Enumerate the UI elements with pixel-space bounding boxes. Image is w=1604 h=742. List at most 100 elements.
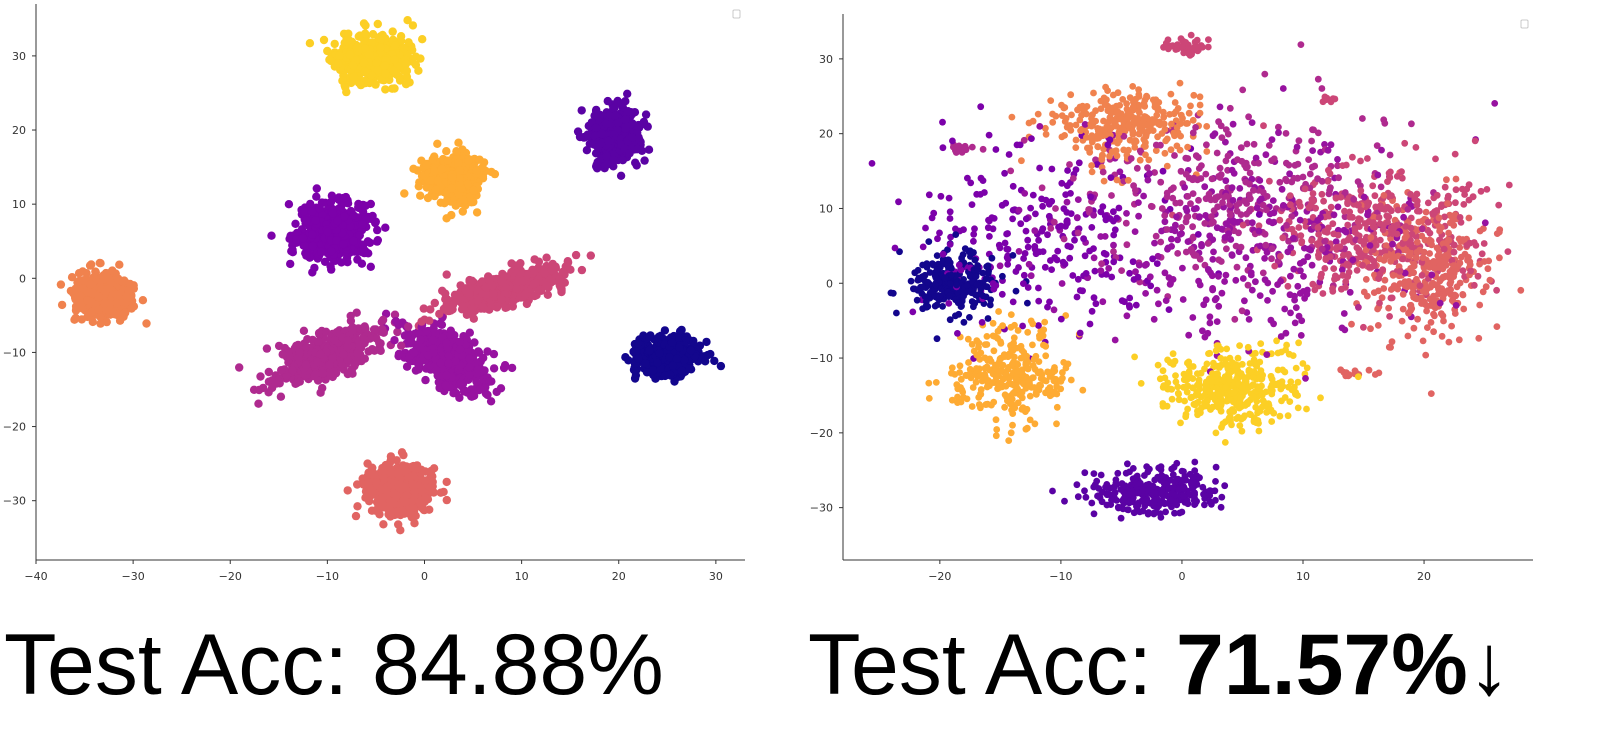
scatter-point — [701, 357, 710, 366]
scatter-point — [377, 75, 386, 84]
scatter-point — [286, 259, 295, 269]
scatter-point — [455, 173, 464, 182]
scatter-point — [1007, 429, 1015, 437]
y-tick-label: −20 — [810, 427, 833, 440]
scatter-point — [383, 462, 392, 471]
scatter-point — [1150, 315, 1158, 323]
scatter-point — [1133, 164, 1141, 172]
scatter-point — [410, 519, 419, 528]
scatter-point — [512, 284, 521, 293]
scatter-point — [56, 280, 66, 289]
scatter-point — [372, 237, 382, 246]
scatter-point — [577, 106, 586, 115]
scatter-point — [380, 61, 389, 70]
scatter-point — [530, 255, 539, 264]
scatter-point — [417, 486, 427, 496]
x-tick-label: −20 — [928, 570, 951, 583]
scatter-point — [468, 390, 478, 400]
scatter-point — [992, 432, 1000, 440]
scatter-point — [450, 290, 460, 299]
scatter-point — [74, 269, 84, 278]
scatter-point — [1090, 89, 1097, 97]
scatter-point — [317, 247, 326, 257]
scatter-point — [925, 395, 933, 402]
scatter-point — [96, 319, 105, 328]
scatter-point — [345, 50, 355, 59]
scatter-point — [390, 499, 399, 509]
y-tick-label: −10 — [810, 352, 833, 365]
scatter-point — [444, 352, 453, 361]
scatter-point — [521, 290, 530, 299]
scatter-point — [306, 199, 315, 209]
scatter-point — [375, 338, 384, 347]
scatter-point — [326, 197, 336, 207]
scatter-point — [321, 327, 331, 336]
scatter-point — [442, 214, 451, 223]
scatter-point — [95, 258, 105, 268]
scatter-point — [547, 265, 557, 275]
scatter-point — [295, 377, 304, 386]
scatter-point — [388, 27, 397, 36]
scatter-point — [291, 219, 300, 228]
scatter-point — [359, 58, 369, 68]
scatter-point — [442, 495, 451, 505]
scatter-point — [508, 297, 517, 307]
scatter-point — [523, 270, 532, 279]
scatter-point — [542, 281, 551, 290]
scatter-point — [312, 192, 321, 201]
scatter-point — [328, 209, 338, 218]
scatter-point — [271, 379, 281, 388]
scatter-point — [348, 325, 357, 335]
y-tick-label: 0 — [826, 277, 833, 290]
scatter-point — [325, 369, 335, 378]
scatter-point — [76, 300, 86, 309]
scatter-point — [644, 145, 654, 154]
scatter-point — [634, 133, 643, 142]
scatter-point — [313, 357, 322, 367]
scatter-point — [349, 236, 358, 246]
scatter-point — [677, 366, 686, 375]
scatter-point — [375, 510, 384, 519]
scatter-point — [1172, 221, 1179, 229]
scatter-point — [401, 482, 410, 491]
scatter-point — [486, 397, 496, 406]
scatter-point — [530, 291, 539, 301]
scatter-point — [393, 327, 402, 337]
scatter-point — [334, 59, 343, 68]
scatter-point — [390, 55, 399, 65]
scatter-point — [621, 97, 630, 106]
scatter-point — [618, 156, 627, 165]
scatter-point — [456, 378, 466, 387]
scatter-point — [343, 336, 353, 345]
scatter-point — [1067, 91, 1075, 99]
scatter-point — [1318, 190, 1326, 198]
scatter-point — [463, 179, 472, 189]
scatter-point — [483, 347, 492, 356]
scatter-point — [1141, 472, 1148, 479]
scatter-point — [621, 121, 631, 131]
scatter-point — [472, 166, 481, 175]
scatter-point — [142, 319, 151, 328]
scatter-point — [1273, 337, 1280, 345]
scatter-point — [634, 354, 643, 363]
tsne-plot-right: −20 −10 0 10 20 −30 −20 −10 0 10 20 30 — [805, 0, 1565, 600]
scatter-point — [446, 330, 455, 339]
scatter-point — [86, 288, 95, 297]
scatter-point — [394, 349, 404, 359]
scatter-point — [367, 463, 377, 472]
scatter-point — [379, 328, 388, 337]
scatter-point — [308, 241, 318, 251]
scatter-point — [1046, 298, 1053, 306]
y-tick-label: 10 — [12, 198, 26, 211]
scatter-point — [430, 166, 439, 176]
scatter-point — [267, 231, 276, 240]
y-tick-label: −30 — [3, 495, 26, 508]
scatter-point — [1410, 324, 1418, 332]
scatter-point — [455, 345, 465, 354]
scatter-point — [653, 358, 662, 368]
scatter-point — [500, 361, 510, 370]
scatter-point — [417, 465, 426, 474]
scatter-point — [1161, 269, 1169, 277]
scatter-point — [358, 220, 367, 229]
tsne-plot-left: −40 −30 −20 −10 0 10 20 30 −30 −20 −10 0 10 20 30 — [0, 0, 760, 600]
